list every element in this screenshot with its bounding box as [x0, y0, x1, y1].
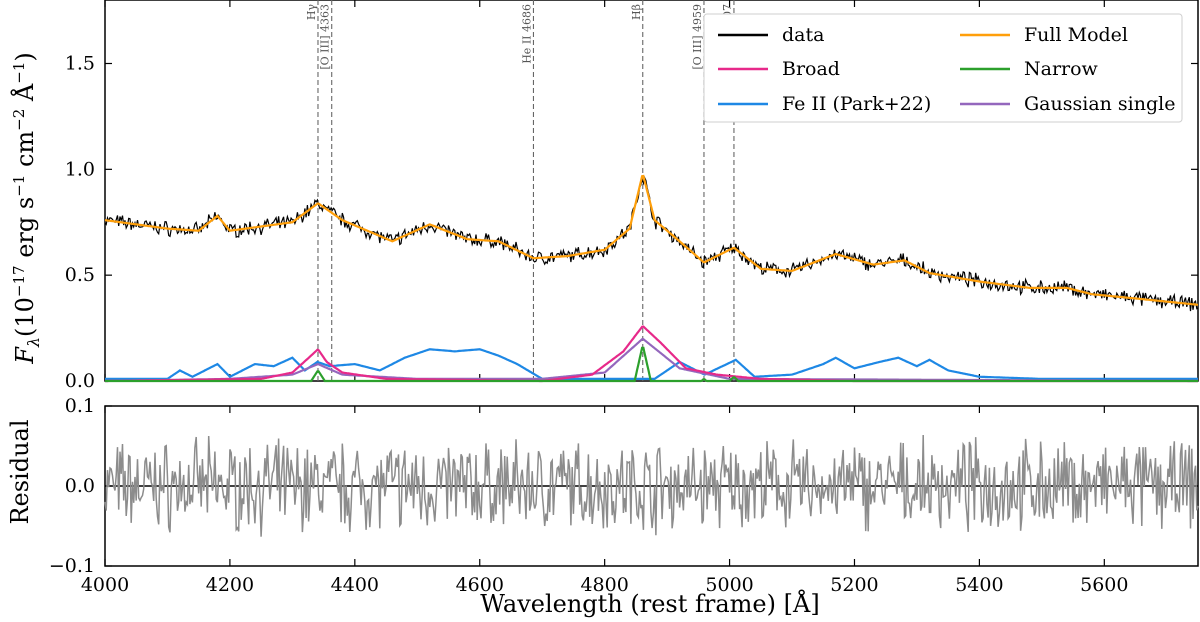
- series-fe-ii-park-22-: [105, 348, 1198, 380]
- x-tick-label: 5400: [955, 574, 1003, 596]
- legend-box: [703, 13, 1183, 123]
- legend: data Broad Fe II (Park+22) Full Model Narrow…: [703, 13, 1183, 123]
- legend-label: Full Model: [1024, 24, 1128, 46]
- x-tick-label: 5000: [705, 574, 753, 596]
- legend-label: Gaussian single: [1024, 93, 1175, 115]
- residual-y-tick-label: −0.1: [49, 555, 95, 577]
- y-tick-label: 0.5: [65, 264, 95, 286]
- line-marker-label: Hγ: [305, 4, 318, 21]
- series-gaussian-single: [105, 338, 1198, 383]
- x-tick-label: 4000: [81, 574, 129, 596]
- series-broad: [105, 325, 1198, 383]
- x-tick-label: 4800: [580, 574, 628, 596]
- series-data: [104, 175, 1199, 312]
- y-tick-label: 0.0: [65, 370, 95, 392]
- x-tick-label: 4400: [331, 574, 379, 596]
- residual-y-axis-title: Residual: [6, 419, 34, 524]
- spectrum-panel: 0.0 0.5 1.0 1.5 Hγ [O III] 4363 He II 4686 Hβ [O…: [65, 0, 1199, 392]
- residual-y-tick-label: 0.0: [65, 475, 95, 497]
- legend-label: Fe II (Park+22): [782, 93, 931, 115]
- residual-y-tick-label: 0.1: [65, 395, 95, 417]
- line-marker-label: He II 4686: [520, 4, 533, 64]
- series-narrow: [105, 346, 1198, 383]
- legend-label: Narrow: [1024, 58, 1099, 80]
- line-marker-label: Hβ: [630, 4, 643, 20]
- line-marker-label: [O III] 4959: [691, 4, 704, 70]
- series-full-model: [104, 174, 1199, 306]
- residual-panel: 4000 4200 4400 4600 4800 5000 5200 5400 5600 −0.1…: [49, 395, 1199, 596]
- line-marker-label: [O III] 4363: [319, 4, 332, 70]
- y-tick-label: 1.5: [65, 53, 95, 75]
- legend-label: Broad: [782, 58, 840, 80]
- x-tick-label: 4600: [456, 574, 504, 596]
- y-tick-label: 1.0: [65, 158, 95, 180]
- series-residual: [104, 434, 1199, 537]
- x-axis-title: Wavelength (rest frame) [Å]: [480, 589, 819, 618]
- x-tick-label: 5200: [830, 574, 878, 596]
- y-axis-title: Fλ(10−17 erg s−1 cm−2 Å−1): [10, 52, 43, 365]
- x-tick-label: 5600: [1080, 574, 1128, 596]
- x-tick-label: 4200: [206, 574, 254, 596]
- legend-label: data: [782, 24, 824, 46]
